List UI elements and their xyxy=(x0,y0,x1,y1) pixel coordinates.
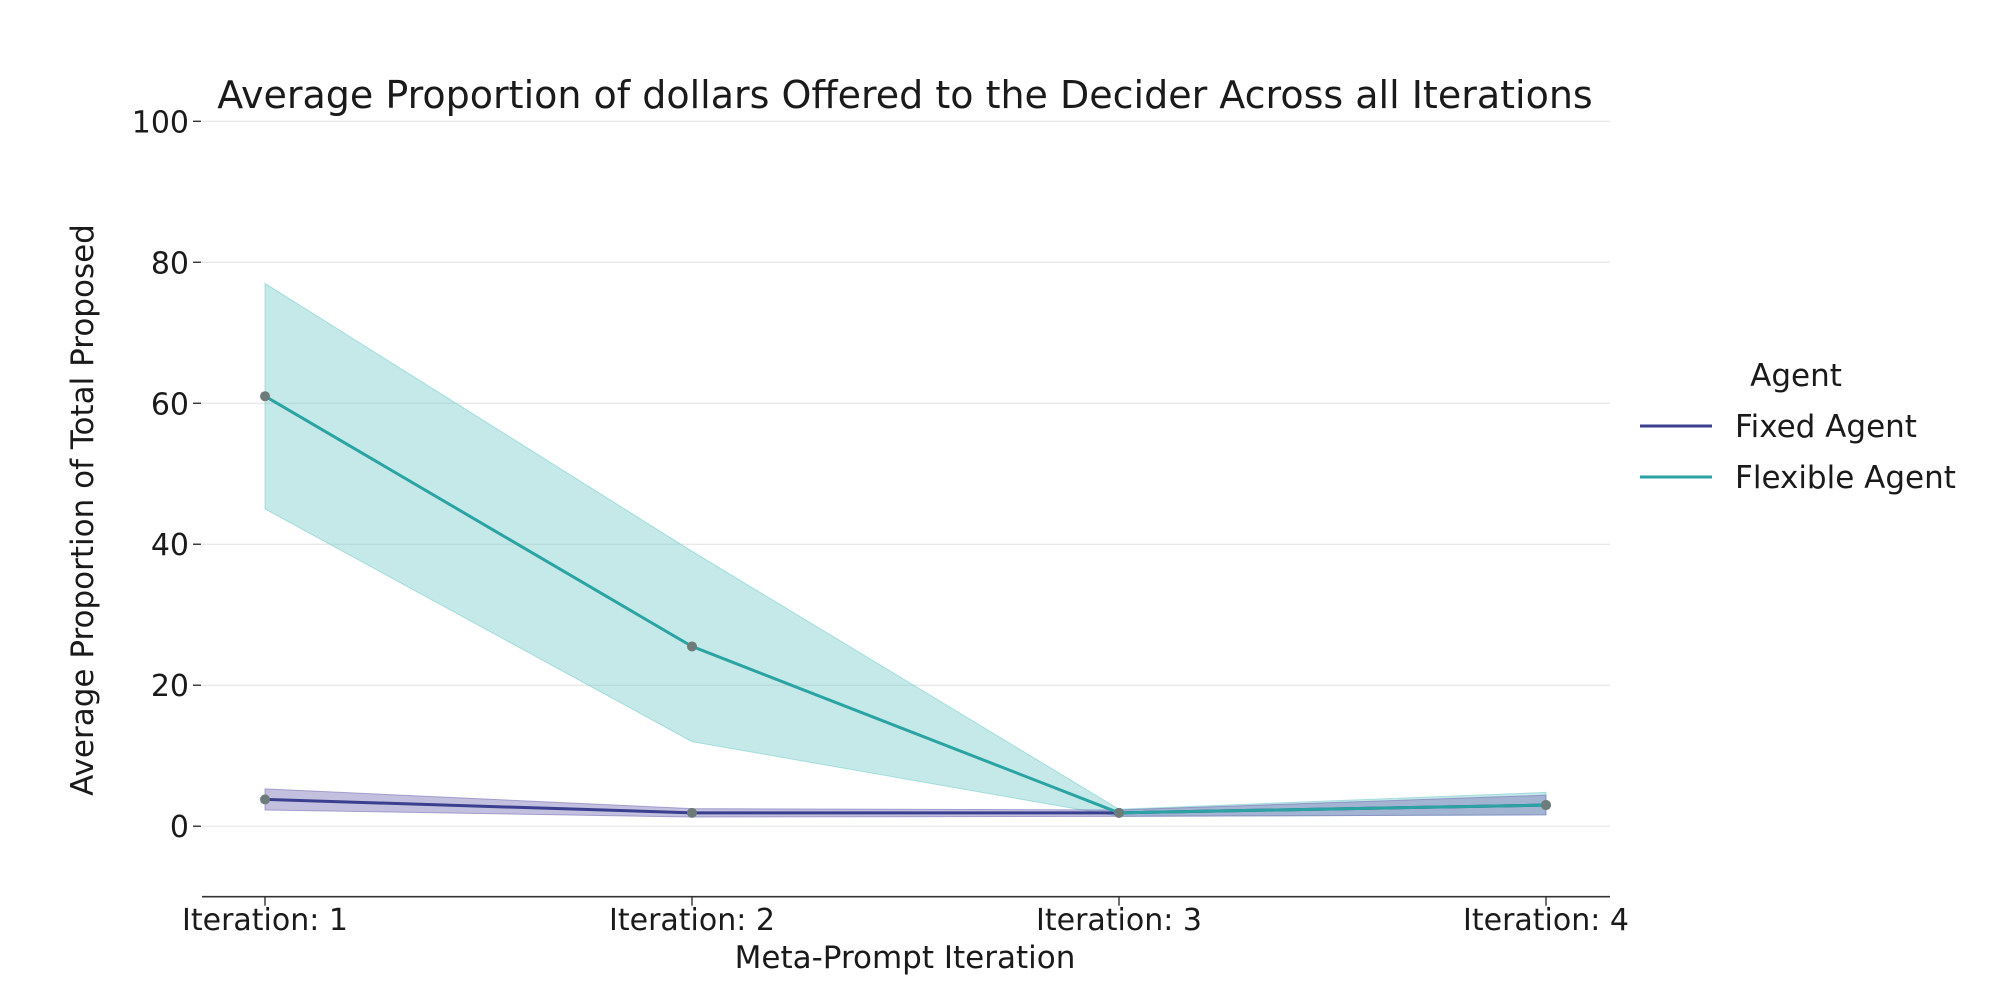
grid-layer xyxy=(202,120,1610,827)
flexible-agent-point-1 xyxy=(260,391,270,402)
x-tick-label-2: Iteration: 2 xyxy=(609,903,775,938)
legend: Agent Fixed Agent Flexible Agent xyxy=(1640,358,1956,496)
y-axis-label: Average Proportion of Total Proposed xyxy=(65,224,101,796)
x-axis-label: Meta-Prompt Iteration xyxy=(735,940,1076,976)
x-tick-label-4: Iteration: 4 xyxy=(1463,903,1629,938)
legend-label-fixed-agent: Fixed Agent xyxy=(1735,409,1917,445)
y-tick-label-60: 60 xyxy=(151,387,189,422)
fixed-agent-point-1 xyxy=(260,794,270,805)
band-layer xyxy=(264,282,1547,818)
flexible-agent-confidence-band xyxy=(264,282,1547,817)
y-tick-label-80: 80 xyxy=(151,246,189,281)
y-tick-label-0: 0 xyxy=(170,810,189,845)
fixed-agent-point-2 xyxy=(687,807,697,818)
flexible-agent-line xyxy=(264,394,1547,815)
x-tick-label-3: Iteration: 3 xyxy=(1036,903,1202,938)
flexible-agent-point-2 xyxy=(687,641,697,652)
line-layer xyxy=(264,394,1547,815)
legend-label-flexible-agent: Flexible Agent xyxy=(1735,460,1956,496)
x-tick-label-1: Iteration: 1 xyxy=(182,903,348,938)
flexible-agent-point-4 xyxy=(1541,800,1551,811)
y-tick-label-100: 100 xyxy=(132,105,189,140)
chart-title: Average Proportion of dollars Offered to… xyxy=(217,73,1592,117)
axis-layer: 0 20 40 60 80 100 Iteration: 1 Iteration: 2 Iter… xyxy=(132,105,1629,938)
y-tick-label-40: 40 xyxy=(151,528,189,563)
point-layer xyxy=(260,391,1551,818)
y-tick-label-20: 20 xyxy=(151,669,189,704)
legend-title: Agent xyxy=(1750,358,1842,394)
flexible-agent-point-3 xyxy=(1114,807,1124,818)
